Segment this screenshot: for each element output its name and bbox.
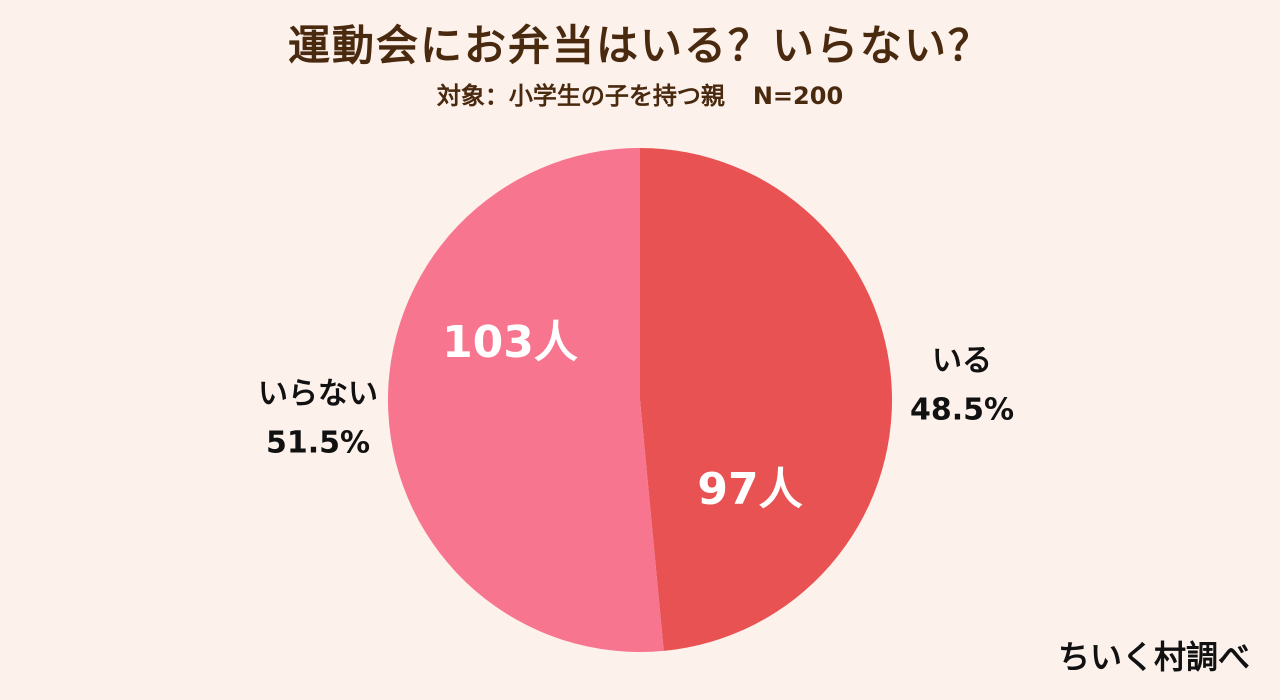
chart-title: 運動会にお弁当はいる？いらない？ (287, 21, 992, 70)
pie-slice-iru (640, 148, 892, 651)
source-credit: ちいく村調べ (1057, 638, 1250, 676)
slice-percent-label: 48.5% (910, 393, 1014, 428)
slice-percent-label: 51.5% (266, 426, 370, 461)
slice-count-label: 103人 (442, 317, 578, 368)
chart-subtitle: 対象：小学生の子を持つ親 N=200 (0, 76, 1280, 111)
sample-size: N=200 (752, 82, 844, 110)
slice-count-label: 97人 (697, 464, 802, 515)
pie-slice-iranai (387, 148, 664, 652)
slice-name-label: いらない (258, 377, 378, 412)
slice-name-label: いる (932, 344, 992, 379)
target-audience: 対象：小学生の子を持つ親 (436, 82, 725, 110)
